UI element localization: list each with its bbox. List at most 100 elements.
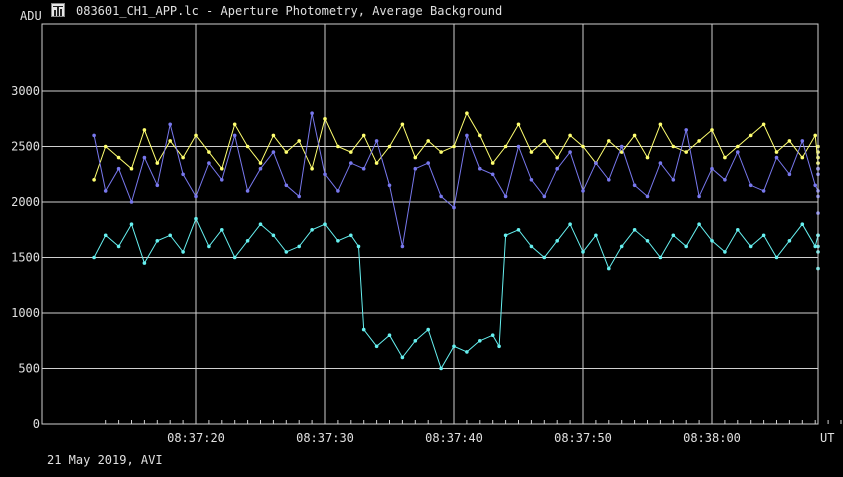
data-point [697, 222, 701, 226]
data-point [323, 222, 327, 226]
data-point [142, 128, 147, 132]
data-point [748, 244, 753, 249]
data-point [400, 122, 405, 127]
x-tick-label: 08:37:20 [167, 431, 225, 445]
data-point [142, 155, 147, 160]
data-point [619, 244, 624, 249]
data-point [310, 166, 314, 171]
data-point [748, 183, 753, 188]
data-point [529, 244, 534, 249]
data-point [439, 366, 443, 371]
y-tick-label: 1500 [11, 251, 40, 265]
y-tick-label: 3000 [11, 84, 40, 98]
data-point [645, 155, 650, 160]
data-point [632, 183, 637, 188]
data-point [258, 166, 263, 171]
data-point [258, 222, 263, 226]
data-point [207, 244, 211, 249]
x-tick-label: 08:37:50 [554, 431, 612, 445]
data-point [310, 228, 314, 232]
data-point [619, 150, 624, 154]
app-icon [51, 3, 65, 17]
data-point [413, 166, 418, 171]
data-point [155, 161, 160, 165]
data-point [516, 122, 521, 127]
y-tick-label: 1000 [11, 306, 40, 320]
data-point [220, 166, 224, 171]
x-axis-label: UT [820, 431, 834, 445]
y-axis-label: ADU [20, 9, 42, 23]
data-point [671, 178, 676, 182]
data-point [671, 233, 676, 238]
data-point [361, 166, 366, 171]
data-point [697, 194, 701, 199]
x-tick-label: 08:37:40 [425, 431, 483, 445]
data-point [503, 144, 508, 149]
data-point [129, 166, 134, 171]
data-point [349, 150, 353, 154]
data-point [736, 150, 740, 154]
data-point [426, 327, 431, 332]
data-point [748, 133, 753, 138]
data-point [220, 178, 224, 182]
data-point [284, 183, 289, 188]
data-point [607, 139, 611, 143]
footer-date: 21 May 2019, AVI [47, 453, 163, 467]
data-point [774, 150, 779, 154]
data-point [336, 239, 340, 243]
data-point [478, 339, 482, 343]
data-point [594, 233, 598, 238]
data-point [181, 155, 185, 160]
data-point [658, 122, 663, 127]
data-point [374, 344, 379, 349]
data-point [116, 155, 121, 160]
data-point [542, 139, 547, 143]
data-point [116, 166, 121, 171]
data-point [497, 344, 501, 349]
data-point [465, 350, 469, 354]
data-point [723, 178, 727, 182]
data-point [452, 344, 456, 349]
data-point [710, 166, 714, 171]
data-point [103, 233, 108, 238]
data-point [310, 111, 314, 115]
series-layer [92, 111, 820, 371]
data-point [336, 189, 340, 193]
data-point [632, 133, 637, 138]
data-point [232, 133, 237, 138]
y-tick-label: 0 [33, 417, 40, 431]
data-point [581, 189, 585, 193]
data-point [349, 161, 353, 165]
x-tick-label: 08:37:30 [296, 431, 354, 445]
data-point [658, 255, 663, 260]
data-point [490, 172, 495, 177]
series-3 [92, 216, 820, 371]
data-point [465, 133, 469, 138]
data-point [723, 250, 727, 254]
window-title: 083601_CH1_APP.lc - Aperture Photometry,… [76, 4, 503, 18]
data-point [116, 244, 121, 249]
data-point [245, 189, 250, 193]
data-point [232, 255, 237, 260]
data-point [271, 150, 276, 154]
data-point [297, 139, 302, 143]
data-point [710, 128, 714, 132]
data-point [361, 133, 366, 138]
data-point [632, 228, 637, 232]
data-point [356, 244, 361, 249]
data-point [671, 144, 676, 149]
data-point [439, 150, 443, 154]
data-point [555, 155, 559, 160]
data-point [297, 244, 302, 249]
data-point [645, 239, 650, 243]
data-point [374, 139, 379, 143]
data-point [736, 228, 740, 232]
data-point [387, 183, 392, 188]
data-point [271, 133, 276, 138]
data-point [800, 222, 805, 226]
data-point [478, 166, 482, 171]
data-point [426, 161, 431, 165]
data-point [426, 139, 431, 143]
data-point [723, 155, 727, 160]
